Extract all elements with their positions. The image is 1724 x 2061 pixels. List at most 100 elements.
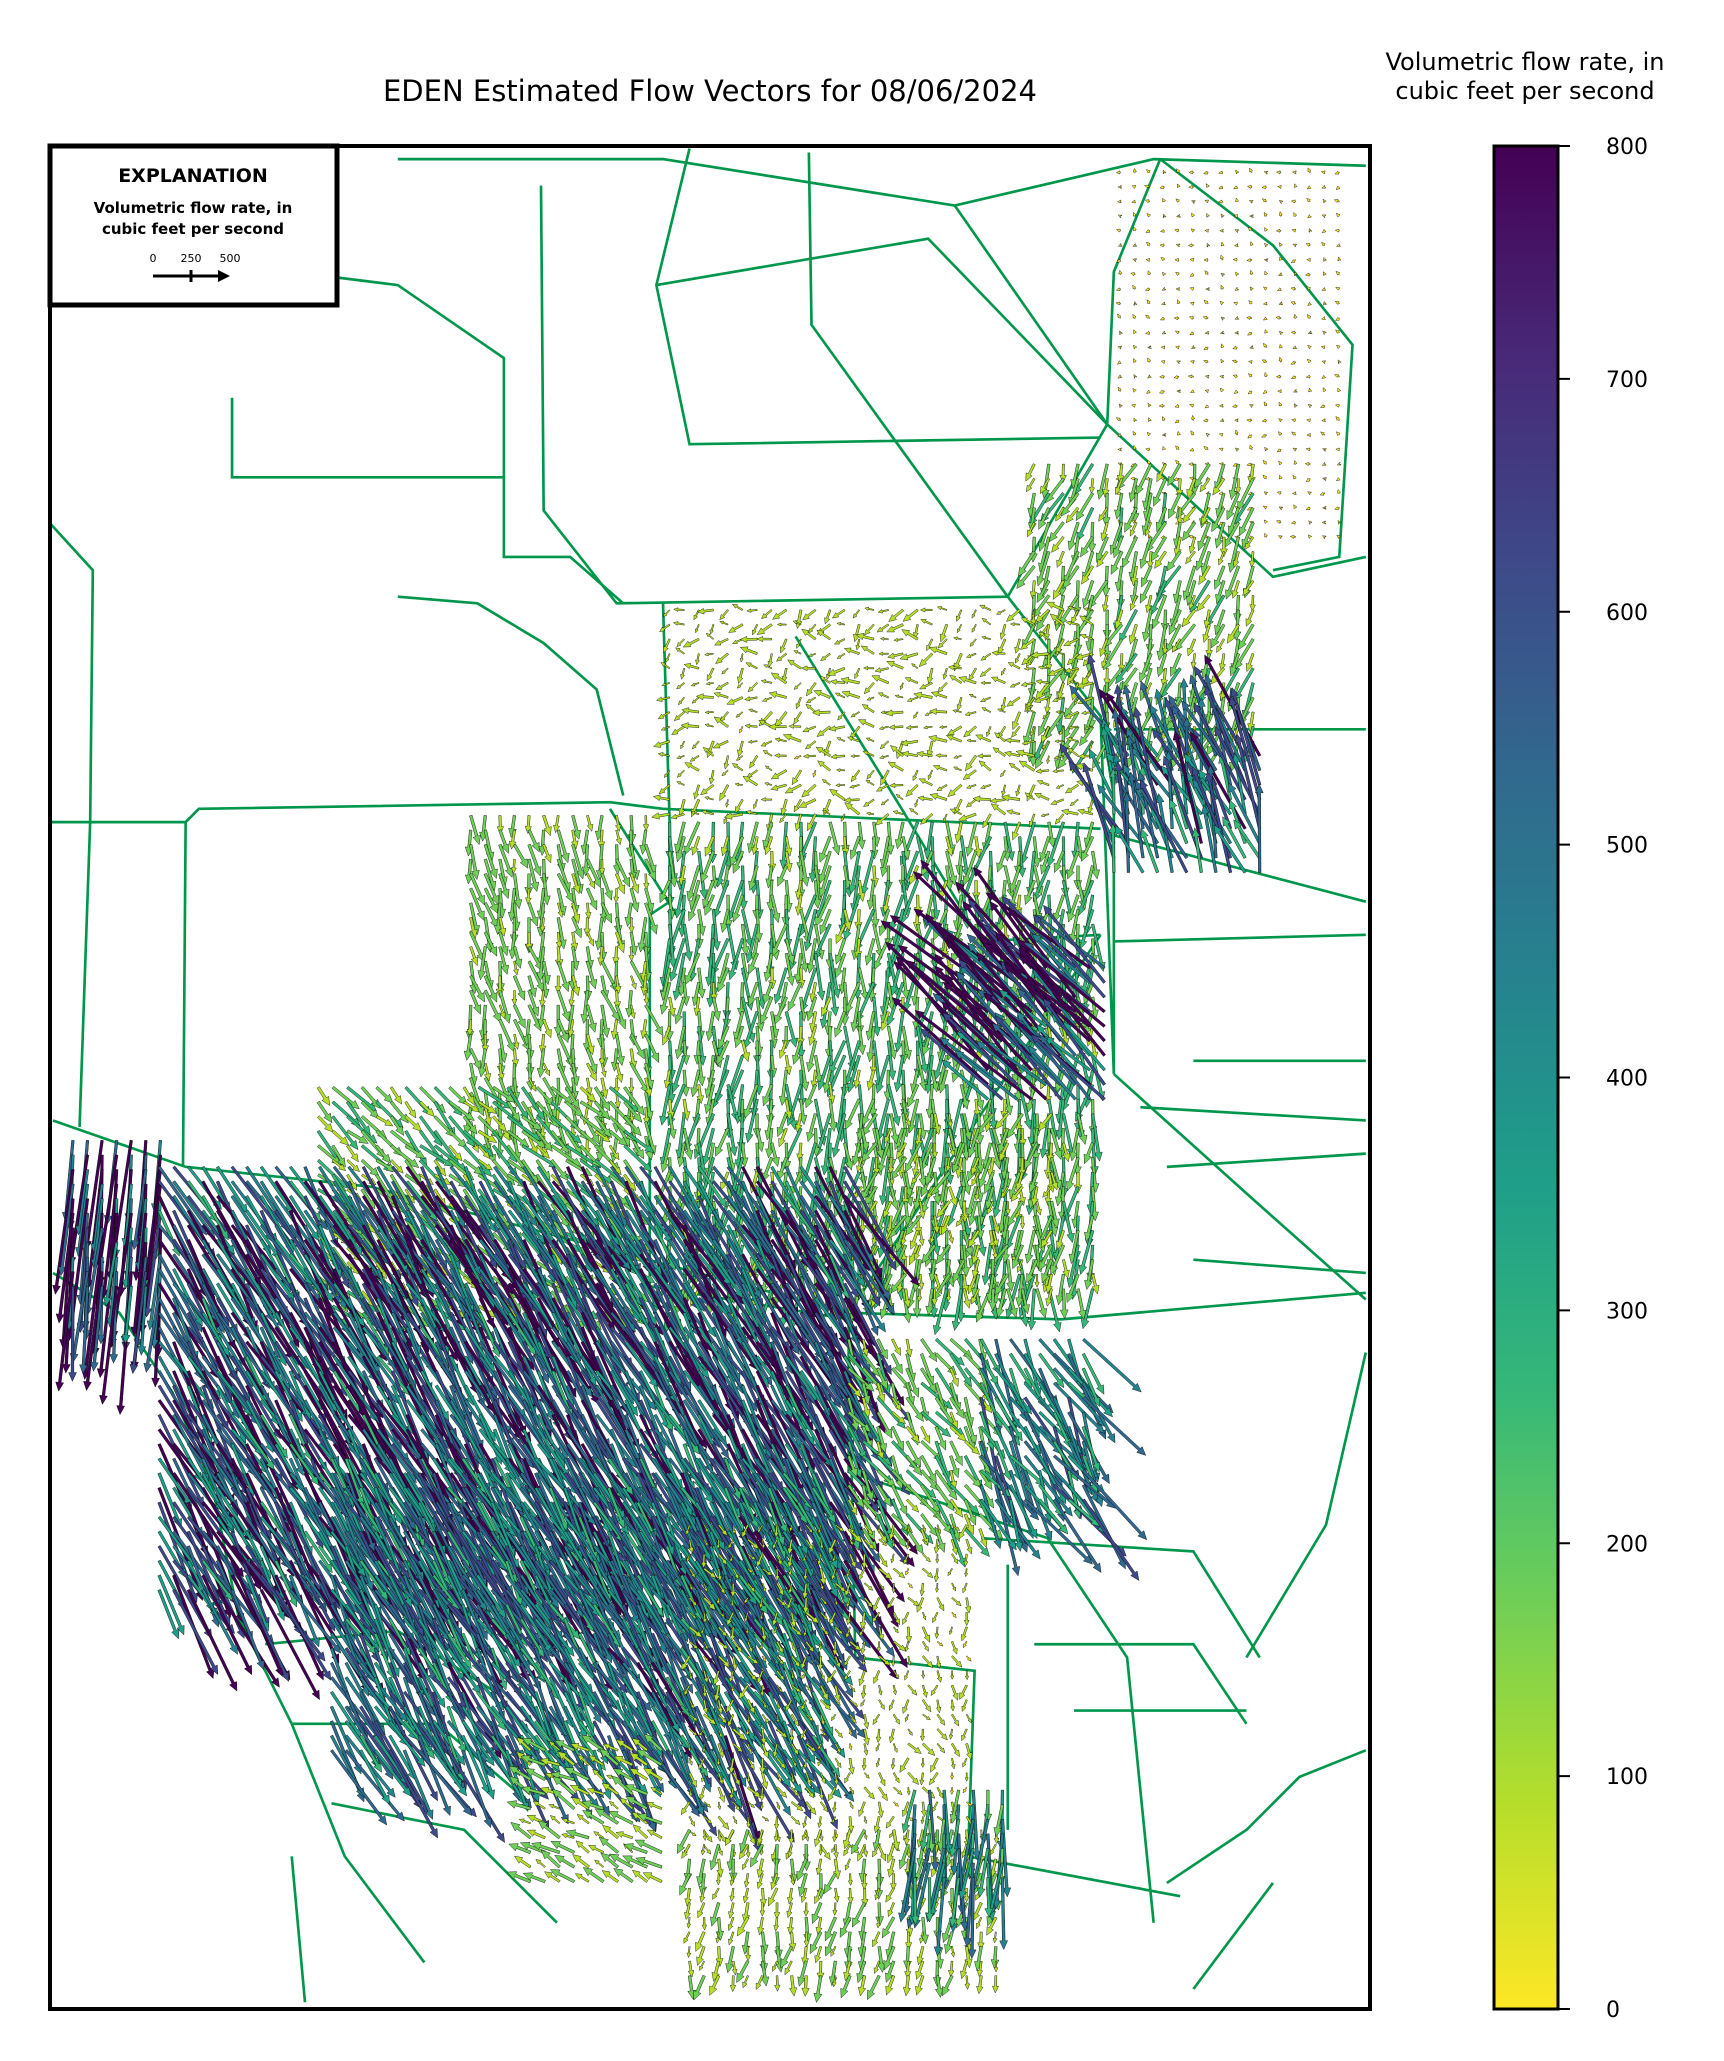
flow-vector bbox=[1095, 536, 1109, 563]
flow-vector bbox=[1054, 813, 1065, 825]
flow-vector bbox=[1246, 316, 1253, 320]
flow-vector bbox=[705, 632, 715, 640]
flow-vector bbox=[1116, 258, 1121, 263]
flow-vector bbox=[1263, 286, 1268, 291]
flow-vector bbox=[571, 916, 582, 939]
flow-vector bbox=[586, 931, 594, 947]
flow-vector bbox=[1261, 185, 1267, 189]
flow-vector bbox=[1116, 580, 1126, 609]
flow-vector bbox=[923, 725, 933, 730]
flow-vector bbox=[1279, 474, 1283, 480]
flow-vector bbox=[1322, 271, 1327, 276]
flow-vector bbox=[1304, 462, 1311, 466]
flow-vector bbox=[1166, 550, 1182, 572]
flow-vector bbox=[942, 813, 948, 823]
flow-vector bbox=[1168, 492, 1182, 520]
flow-vector bbox=[1205, 287, 1210, 291]
flow-vector bbox=[906, 696, 919, 702]
boundary-line bbox=[1166, 1152, 1366, 1169]
flow-vector bbox=[614, 975, 622, 995]
flow-vector bbox=[1234, 330, 1239, 335]
flow-vector bbox=[1218, 170, 1223, 175]
flow-vector bbox=[1262, 505, 1268, 510]
boundary-line bbox=[981, 1536, 1261, 1659]
flow-vector bbox=[980, 652, 992, 661]
flow-vector bbox=[536, 946, 546, 982]
flow-vector bbox=[1219, 374, 1224, 379]
flow-vector bbox=[864, 606, 875, 611]
flow-vector bbox=[1197, 521, 1211, 552]
flow-vector bbox=[1175, 345, 1180, 350]
flow-vector bbox=[1009, 622, 1020, 627]
flow-vector bbox=[1118, 403, 1123, 409]
flow-vector bbox=[1305, 374, 1311, 379]
flow-vector bbox=[1006, 608, 1021, 622]
flow-vector bbox=[615, 1062, 624, 1084]
flow-vector bbox=[1234, 229, 1240, 233]
flow-vector bbox=[1214, 565, 1226, 590]
flow-vector bbox=[966, 784, 977, 789]
flow-vector bbox=[999, 624, 1007, 641]
flow-vector bbox=[969, 638, 977, 647]
flow-vector bbox=[1139, 536, 1153, 570]
flow-vector bbox=[1001, 784, 1007, 797]
flow-vector bbox=[1201, 507, 1211, 526]
flow-vector bbox=[1290, 301, 1296, 306]
flow-vector bbox=[1337, 520, 1342, 525]
flow-vector bbox=[937, 682, 948, 694]
flow-vector bbox=[1051, 535, 1065, 553]
flow-vector bbox=[1062, 565, 1080, 590]
flow-vector bbox=[1004, 750, 1021, 757]
flow-vector bbox=[1040, 850, 1051, 875]
flow-vector bbox=[1176, 430, 1181, 436]
flow-vector bbox=[586, 873, 596, 890]
flow-vector bbox=[981, 618, 992, 626]
flow-vector bbox=[1074, 696, 1079, 706]
flow-vector bbox=[525, 888, 532, 905]
flow-vector bbox=[774, 737, 787, 743]
flow-vector bbox=[663, 769, 671, 778]
flow-vector bbox=[1188, 185, 1194, 189]
flow-vector bbox=[598, 859, 606, 876]
flow-vector bbox=[1323, 300, 1327, 306]
flow-vector bbox=[644, 858, 656, 882]
flow-vector bbox=[643, 873, 650, 890]
flow-vector bbox=[1190, 360, 1195, 364]
flow-vector bbox=[1133, 301, 1138, 306]
flow-vector bbox=[1231, 359, 1238, 364]
flow-vector bbox=[512, 873, 523, 910]
colorbar-title-line2: cubic feet per second bbox=[1395, 77, 1655, 105]
flow-vector bbox=[1159, 316, 1165, 321]
flow-vector bbox=[739, 636, 758, 643]
flow-vector bbox=[1035, 1288, 1047, 1319]
flow-vector bbox=[1307, 330, 1313, 334]
flow-vector bbox=[1242, 579, 1255, 597]
flow-vector bbox=[1233, 214, 1238, 219]
flow-vector bbox=[676, 638, 686, 648]
flow-vector bbox=[1076, 507, 1095, 542]
flow-vector bbox=[651, 812, 670, 820]
flow-vector bbox=[1291, 431, 1297, 436]
flow-vector bbox=[948, 1230, 954, 1244]
flow-vector bbox=[540, 859, 549, 887]
flow-vector bbox=[1245, 653, 1255, 673]
flow-vector bbox=[1039, 477, 1051, 495]
flow-vector bbox=[1028, 813, 1036, 828]
flow-vector bbox=[704, 710, 714, 715]
flow-vector bbox=[1160, 609, 1170, 633]
flow-vector bbox=[691, 740, 700, 750]
flow-vector bbox=[1187, 374, 1194, 379]
flow-vector bbox=[849, 784, 860, 789]
flow-vector bbox=[834, 638, 846, 645]
flow-vector bbox=[585, 1033, 595, 1056]
flow-vector bbox=[1075, 492, 1095, 521]
flow-vector bbox=[674, 879, 686, 919]
flow-vector bbox=[770, 783, 787, 791]
flow-vector bbox=[1026, 850, 1036, 897]
flow-vector bbox=[463, 1033, 473, 1061]
flow-vector bbox=[527, 975, 537, 998]
flow-vector bbox=[1117, 374, 1123, 379]
flow-vector bbox=[780, 799, 788, 816]
flow-vector bbox=[1220, 241, 1225, 247]
flow-vector bbox=[683, 821, 701, 856]
